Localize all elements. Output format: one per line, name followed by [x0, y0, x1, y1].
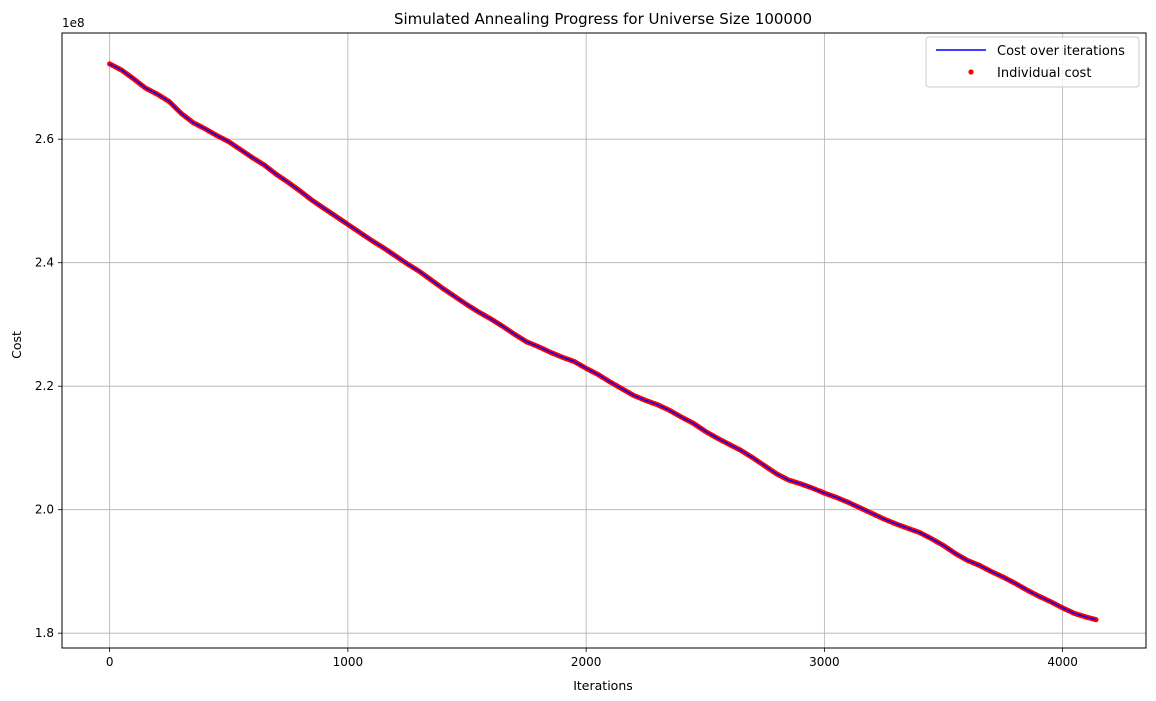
legend-item-scatter: Individual cost: [997, 66, 1091, 81]
x-tick-label: 0: [106, 655, 114, 669]
x-tick-label: 1000: [333, 655, 364, 669]
chart-title: Simulated Annealing Progress for Univers…: [394, 10, 812, 28]
axis-ticks: 0 1000 2000 3000 4000 1.8 2.0 2.2 2.4 2.6: [35, 132, 1078, 669]
x-tick-label: 4000: [1047, 655, 1078, 669]
plot-data: [107, 61, 1099, 623]
x-axis-label: Iterations: [573, 678, 633, 693]
y-tick-label: 2.6: [35, 132, 54, 146]
y-tick-label: 2.0: [35, 503, 54, 517]
x-tick-label: 3000: [809, 655, 840, 669]
series-cost-line: [109, 63, 1097, 621]
y-axis-offset-label: 1e8: [62, 16, 85, 30]
y-tick-label: 2.2: [35, 379, 54, 393]
plot-frame: [61, 32, 1147, 649]
y-tick-label: 2.4: [35, 256, 54, 270]
grid: [62, 33, 1146, 648]
legend: Cost over iterations Individual cost: [925, 36, 1140, 88]
legend-item-line: Cost over iterations: [997, 44, 1125, 59]
y-tick-label: 1.8: [35, 626, 54, 640]
legend-marker-swatch: [968, 69, 974, 75]
y-axis-label: Cost: [9, 331, 24, 359]
x-tick-label: 2000: [571, 655, 602, 669]
